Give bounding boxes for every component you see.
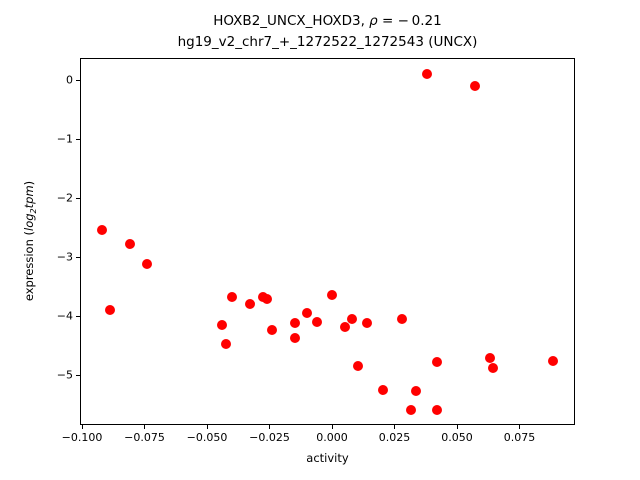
title-correlation-value: = − 0.21 <box>377 13 442 29</box>
data-point <box>422 69 432 80</box>
data-point <box>142 258 152 269</box>
data-point <box>397 313 407 324</box>
data-point <box>267 324 277 335</box>
data-point <box>104 305 115 316</box>
data-point <box>548 356 559 367</box>
y-tick-mark <box>76 138 80 140</box>
data-point <box>378 385 389 396</box>
title-text: HOXB2_UNCX_HOXD3, <box>213 13 370 29</box>
data-point <box>405 405 416 416</box>
y-tick-mark <box>76 256 80 258</box>
y-tick-mark <box>76 315 80 317</box>
data-point <box>289 318 300 329</box>
data-point <box>261 293 272 304</box>
x-tick-mark <box>144 425 145 429</box>
x-tick-mark <box>519 425 520 429</box>
y-tick-mark <box>76 197 80 199</box>
data-point <box>124 239 135 250</box>
data-point <box>484 353 495 364</box>
data-point <box>347 313 357 324</box>
y-tick-mark <box>76 374 80 376</box>
data-point <box>220 339 231 350</box>
data-point <box>302 308 312 319</box>
data-point <box>312 317 322 328</box>
x-axis-label: activity <box>306 451 349 465</box>
x-tick-label: −0.075 <box>124 431 165 444</box>
y-tick-label: −5 <box>56 368 73 382</box>
x-tick-mark <box>331 425 333 429</box>
data-point <box>227 292 237 303</box>
x-tick-label: 0.025 <box>378 431 411 444</box>
data-point <box>289 333 300 344</box>
x-tick-mark <box>81 425 83 429</box>
data-point <box>469 80 480 91</box>
y-tick-label: −4 <box>56 309 73 323</box>
x-tick-label: 0.050 <box>441 431 473 444</box>
x-tick-mark <box>394 425 395 429</box>
y-tick-label: −1 <box>56 132 73 146</box>
data-point <box>339 321 350 332</box>
x-tick-mark <box>269 425 270 429</box>
data-point <box>432 404 442 415</box>
x-tick-mark <box>206 425 208 429</box>
chart-title-line2: hg19_v2_chr7_+_1272522_1272543 (UNCX) <box>177 34 478 50</box>
data-point <box>432 357 442 368</box>
data-point <box>488 363 499 374</box>
x-tick-label: 0.000 <box>316 431 348 444</box>
data-point <box>217 320 227 331</box>
data-point <box>244 299 255 310</box>
data-point <box>410 386 421 397</box>
x-tick-label: −0.025 <box>249 431 290 444</box>
data-point <box>327 290 337 301</box>
y-tick-mark <box>76 79 80 81</box>
x-tick-label: 0.075 <box>503 431 536 444</box>
chart-title-line1: HOXB2_UNCX_HOXD3, ρ = − 0.21 <box>80 13 575 29</box>
x-tick-label: −0.100 <box>61 431 103 444</box>
y-tick-label: −3 <box>56 250 73 264</box>
x-tick-mark <box>456 425 458 429</box>
data-point <box>353 360 364 371</box>
title-rho-symbol: ρ <box>369 13 378 29</box>
y-tick-label: −2 <box>56 191 73 205</box>
x-tick-label: −0.050 <box>186 431 228 444</box>
y-tick-label: 0 <box>66 73 73 87</box>
plot-area <box>80 58 575 425</box>
data-point <box>362 317 372 328</box>
data-point <box>97 225 107 236</box>
